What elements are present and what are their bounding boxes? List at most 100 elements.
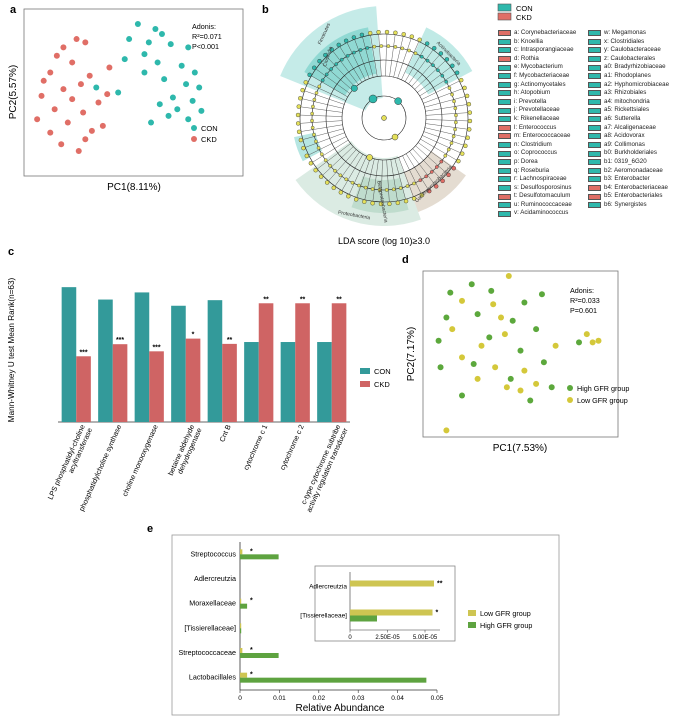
taxa-legend-item: a4: mitochondria xyxy=(588,98,674,107)
clado-branch xyxy=(306,136,347,157)
taxa-legend-label: o: Coprococcus xyxy=(514,149,557,157)
clado-leaf-node xyxy=(296,129,302,135)
clado-node xyxy=(357,183,361,188)
e-inset-tick-label: 2.50E-05 xyxy=(375,635,400,641)
clado-branch xyxy=(364,158,375,202)
clado-leaf-node xyxy=(451,166,456,171)
taxa-legend-swatch xyxy=(498,90,511,97)
clado-node xyxy=(365,46,370,50)
taxa-legend-swatch xyxy=(588,116,601,123)
scatter-point-a-0-8 xyxy=(121,56,128,63)
clado-branch xyxy=(393,34,404,78)
taxa-legend-label: a0: Bradyrhizobiaceae xyxy=(604,63,666,71)
panel-e-letter: e xyxy=(147,523,153,535)
clado-hub-node xyxy=(350,84,358,92)
clado-leaf-node xyxy=(434,184,439,189)
clado-ring-1 xyxy=(341,75,427,161)
clado-branch xyxy=(424,127,468,138)
clado-leaf-node xyxy=(307,72,312,78)
c-significance-4: ** xyxy=(227,337,233,344)
taxa-legend-item: q: Roseburia xyxy=(498,167,586,176)
c-bar-con-7 xyxy=(317,342,332,422)
clado-node xyxy=(328,163,332,168)
clado-node xyxy=(329,67,334,71)
clado-leaf-node xyxy=(411,196,417,201)
taxa-legend-item: w: Megamonas xyxy=(588,29,674,38)
scatter-point-a-1-9 xyxy=(38,92,45,99)
panel-e-frame xyxy=(171,534,560,716)
taxa-legend-item: d: Rothia xyxy=(498,55,586,64)
panel-d-stat-3: P=0.601 xyxy=(570,306,597,315)
clado-node xyxy=(334,62,339,66)
taxa-legend-swatch xyxy=(498,81,511,88)
taxa-legend-item: j: Prevotellaceae xyxy=(498,106,586,115)
clado-branch xyxy=(390,159,399,203)
clado-node xyxy=(400,46,405,51)
panel-d-frame xyxy=(422,270,619,438)
scatter-point-a-0-7 xyxy=(141,51,148,58)
clado-branch xyxy=(338,44,363,83)
clado-node xyxy=(454,113,458,118)
e-inset-tick-label: 0 xyxy=(348,635,352,641)
scatter-point-d-1-0 xyxy=(505,272,512,279)
scatter-point-a-1-8 xyxy=(60,86,67,93)
clado-leaf-node xyxy=(432,46,437,51)
taxa-legend-label: u: Ruminococcaceae xyxy=(514,200,572,208)
clado-node xyxy=(407,48,411,53)
c-bar-con-3 xyxy=(171,305,186,422)
taxa-legend-label: a6: Sutterella xyxy=(604,114,641,122)
clado-leaf-node xyxy=(403,198,409,204)
scatter-point-a-0-9 xyxy=(154,59,161,66)
scatter-point-d-0-0 xyxy=(447,289,454,296)
clado-node xyxy=(377,188,382,192)
taxa-legend-item: a9: Collimonas xyxy=(588,141,674,150)
scatter-point-d-1-2 xyxy=(490,301,497,308)
e-inset-bar-low-0 xyxy=(350,580,434,587)
clado-node xyxy=(314,91,319,95)
scatter-point-a-1-13 xyxy=(80,109,87,116)
clado-leaf-node xyxy=(298,96,303,101)
clado-leaf-node xyxy=(460,151,465,156)
scatter-point-d-0-11 xyxy=(517,347,524,354)
clado-leaf-node xyxy=(353,197,359,202)
taxa-legend-label: z: Caulobacterales xyxy=(604,54,656,62)
taxa-legend-item: p: Dorea xyxy=(498,158,586,167)
clado-node xyxy=(310,118,314,123)
taxa-legend-swatch xyxy=(588,73,601,80)
taxa-legend-swatch xyxy=(588,99,601,106)
scatter-point-a-1-2 xyxy=(60,44,67,51)
e-inset-significance-0: ** xyxy=(437,581,443,588)
clado-branch xyxy=(421,79,462,100)
e-bar-low-5 xyxy=(240,672,248,678)
clado-node xyxy=(316,146,321,150)
taxa-legend-swatch xyxy=(498,133,511,140)
clado-leaf-node xyxy=(301,145,306,151)
taxa-legend-swatch xyxy=(588,56,601,63)
clado-node xyxy=(386,44,391,48)
taxa-legend-swatch xyxy=(498,99,511,106)
scatter-point-d-0-17 xyxy=(507,375,514,382)
clado-leaf-node xyxy=(393,30,398,35)
clado-node xyxy=(451,134,456,139)
taxa-legend-label: t: Desulfotomaculum xyxy=(514,192,571,200)
panel-b-legend-con-swatch xyxy=(497,3,512,12)
scatter-point-a-0-17 xyxy=(189,97,196,104)
clado-leaf-node xyxy=(467,127,472,132)
clado-branch xyxy=(299,124,343,133)
taxa-legend-swatch xyxy=(498,124,511,131)
clado-leaf-node xyxy=(323,52,328,58)
c-category-label-line: cytochrome c 2 xyxy=(278,423,306,471)
clado-branch xyxy=(348,156,367,197)
taxa-legend-label: r: Lachnospiraceae xyxy=(514,175,567,183)
clado-branch xyxy=(340,154,364,193)
scatter-point-a-1-6 xyxy=(86,72,93,79)
c-bar-ckd-0 xyxy=(76,356,91,422)
taxa-legend-item: n: Clostridium xyxy=(498,141,586,150)
taxa-legend-swatch xyxy=(588,202,601,209)
panel-d-stat-1: Adonis: xyxy=(570,286,594,295)
panel-e-legend-low: Low GFR group xyxy=(480,609,531,618)
clado-node xyxy=(350,180,355,185)
clado-node xyxy=(317,84,322,89)
clado-branch xyxy=(420,138,459,162)
